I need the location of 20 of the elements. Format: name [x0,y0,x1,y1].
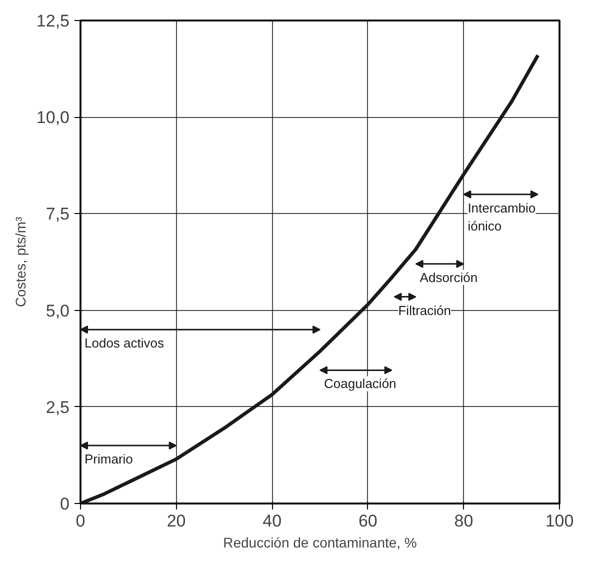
annotation: Primario [84,452,133,467]
x-tick-label: 60 [358,512,378,530]
annotation: Coagulación [324,376,396,392]
y-tick-label: 10,0 [36,108,70,128]
annotation: Filtración [398,302,451,318]
y-tick-label: 5,0 [46,301,70,320]
x-tick-label: 40 [262,512,282,530]
x-axis-title: Reducción de contaminante, % [223,534,417,550]
y-tick-label: 12,5 [36,12,70,30]
y-tick-label: 2,5 [46,398,70,417]
y-tick-label: 7,5 [46,204,70,224]
annotation: Adsorción [420,270,478,285]
annotation: Lodos activos [84,336,164,351]
x-tick-label: 20 [166,512,186,530]
x-tick-label: 0 [76,512,86,530]
y-axis-title: Costes, pts/m³ [12,216,28,308]
annotation: Intercambio iónico [468,200,536,234]
x-tick-label: 80 [454,512,474,530]
y-tick-label: 0 [60,494,70,514]
x-tick-label: 100 [545,512,574,530]
